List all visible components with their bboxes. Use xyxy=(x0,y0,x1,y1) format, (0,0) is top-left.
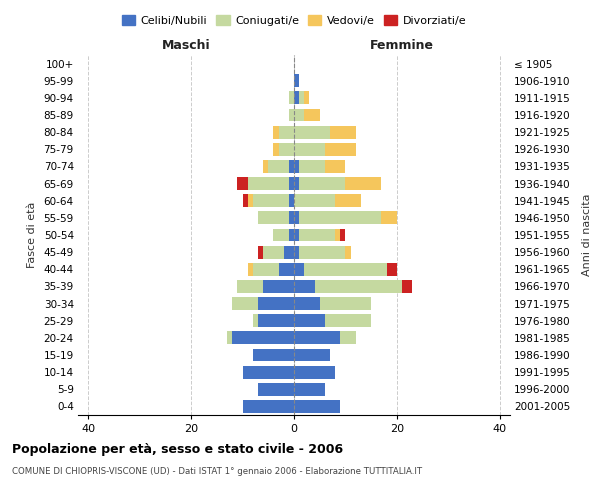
Bar xyxy=(274,143,278,156)
Bar xyxy=(402,280,412,293)
Bar xyxy=(294,263,304,276)
Bar xyxy=(314,280,402,293)
Bar xyxy=(294,194,335,207)
Bar xyxy=(386,263,397,276)
Bar xyxy=(253,263,278,276)
Bar xyxy=(242,400,294,413)
Bar xyxy=(268,160,289,173)
Bar xyxy=(253,348,294,362)
Bar xyxy=(294,177,299,190)
Bar xyxy=(294,212,299,224)
Bar xyxy=(289,228,294,241)
Bar xyxy=(258,383,294,396)
Bar xyxy=(253,314,258,327)
Bar xyxy=(330,126,356,138)
Bar xyxy=(263,280,294,293)
Bar xyxy=(284,246,294,258)
Y-axis label: Anni di nascita: Anni di nascita xyxy=(582,194,592,276)
Bar xyxy=(299,228,335,241)
Bar xyxy=(238,280,263,293)
Bar xyxy=(340,332,356,344)
Bar xyxy=(274,228,289,241)
Bar xyxy=(238,177,248,190)
Text: Maschi: Maschi xyxy=(161,38,211,52)
Bar xyxy=(382,212,397,224)
Bar xyxy=(289,160,294,173)
Bar xyxy=(320,297,371,310)
Bar xyxy=(258,297,294,310)
Bar xyxy=(278,143,294,156)
Bar xyxy=(299,212,382,224)
Bar xyxy=(294,228,299,241)
Bar xyxy=(248,177,289,190)
Bar xyxy=(253,194,289,207)
Bar xyxy=(278,263,294,276)
Bar xyxy=(335,194,361,207)
Bar xyxy=(232,332,294,344)
Text: COMUNE DI CHIOPRIS-VISCONE (UD) - Dati ISTAT 1° gennaio 2006 - Elaborazione TUTT: COMUNE DI CHIOPRIS-VISCONE (UD) - Dati I… xyxy=(12,468,422,476)
Bar xyxy=(294,314,325,327)
Bar xyxy=(294,348,330,362)
Bar xyxy=(325,160,346,173)
Bar xyxy=(289,92,294,104)
Bar xyxy=(242,194,248,207)
Text: Popolazione per età, sesso e stato civile - 2006: Popolazione per età, sesso e stato civil… xyxy=(12,442,343,456)
Bar xyxy=(263,246,284,258)
Bar xyxy=(289,212,294,224)
Bar xyxy=(289,177,294,190)
Y-axis label: Fasce di età: Fasce di età xyxy=(26,202,37,268)
Bar xyxy=(289,194,294,207)
Bar xyxy=(294,246,299,258)
Bar xyxy=(258,212,289,224)
Bar xyxy=(294,297,320,310)
Bar xyxy=(299,160,325,173)
Text: Femmine: Femmine xyxy=(370,38,434,52)
Bar xyxy=(304,108,320,122)
Bar xyxy=(299,177,346,190)
Bar xyxy=(294,92,299,104)
Bar xyxy=(346,246,350,258)
Bar xyxy=(294,332,340,344)
Bar xyxy=(294,126,330,138)
Bar xyxy=(335,228,340,241)
Bar xyxy=(294,280,314,293)
Bar xyxy=(248,194,253,207)
Bar xyxy=(258,246,263,258)
Bar xyxy=(294,74,299,87)
Bar xyxy=(227,332,232,344)
Bar xyxy=(294,108,304,122)
Bar xyxy=(242,366,294,378)
Bar xyxy=(346,177,382,190)
Bar xyxy=(304,263,386,276)
Bar xyxy=(274,126,278,138)
Bar xyxy=(232,297,258,310)
Bar xyxy=(294,383,325,396)
Bar xyxy=(289,108,294,122)
Legend: Celibi/Nubili, Coniugati/e, Vedovi/e, Divorziati/e: Celibi/Nubili, Coniugati/e, Vedovi/e, Di… xyxy=(118,10,470,30)
Bar xyxy=(294,400,340,413)
Bar xyxy=(278,126,294,138)
Bar xyxy=(294,366,335,378)
Bar xyxy=(258,314,294,327)
Bar xyxy=(299,92,304,104)
Bar xyxy=(304,92,310,104)
Bar xyxy=(263,160,268,173)
Bar xyxy=(340,228,346,241)
Bar xyxy=(294,143,325,156)
Bar xyxy=(325,314,371,327)
Bar xyxy=(299,246,346,258)
Bar xyxy=(294,160,299,173)
Bar xyxy=(325,143,356,156)
Bar xyxy=(248,263,253,276)
